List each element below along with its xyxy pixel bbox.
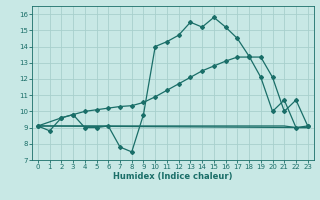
X-axis label: Humidex (Indice chaleur): Humidex (Indice chaleur) bbox=[113, 172, 233, 181]
